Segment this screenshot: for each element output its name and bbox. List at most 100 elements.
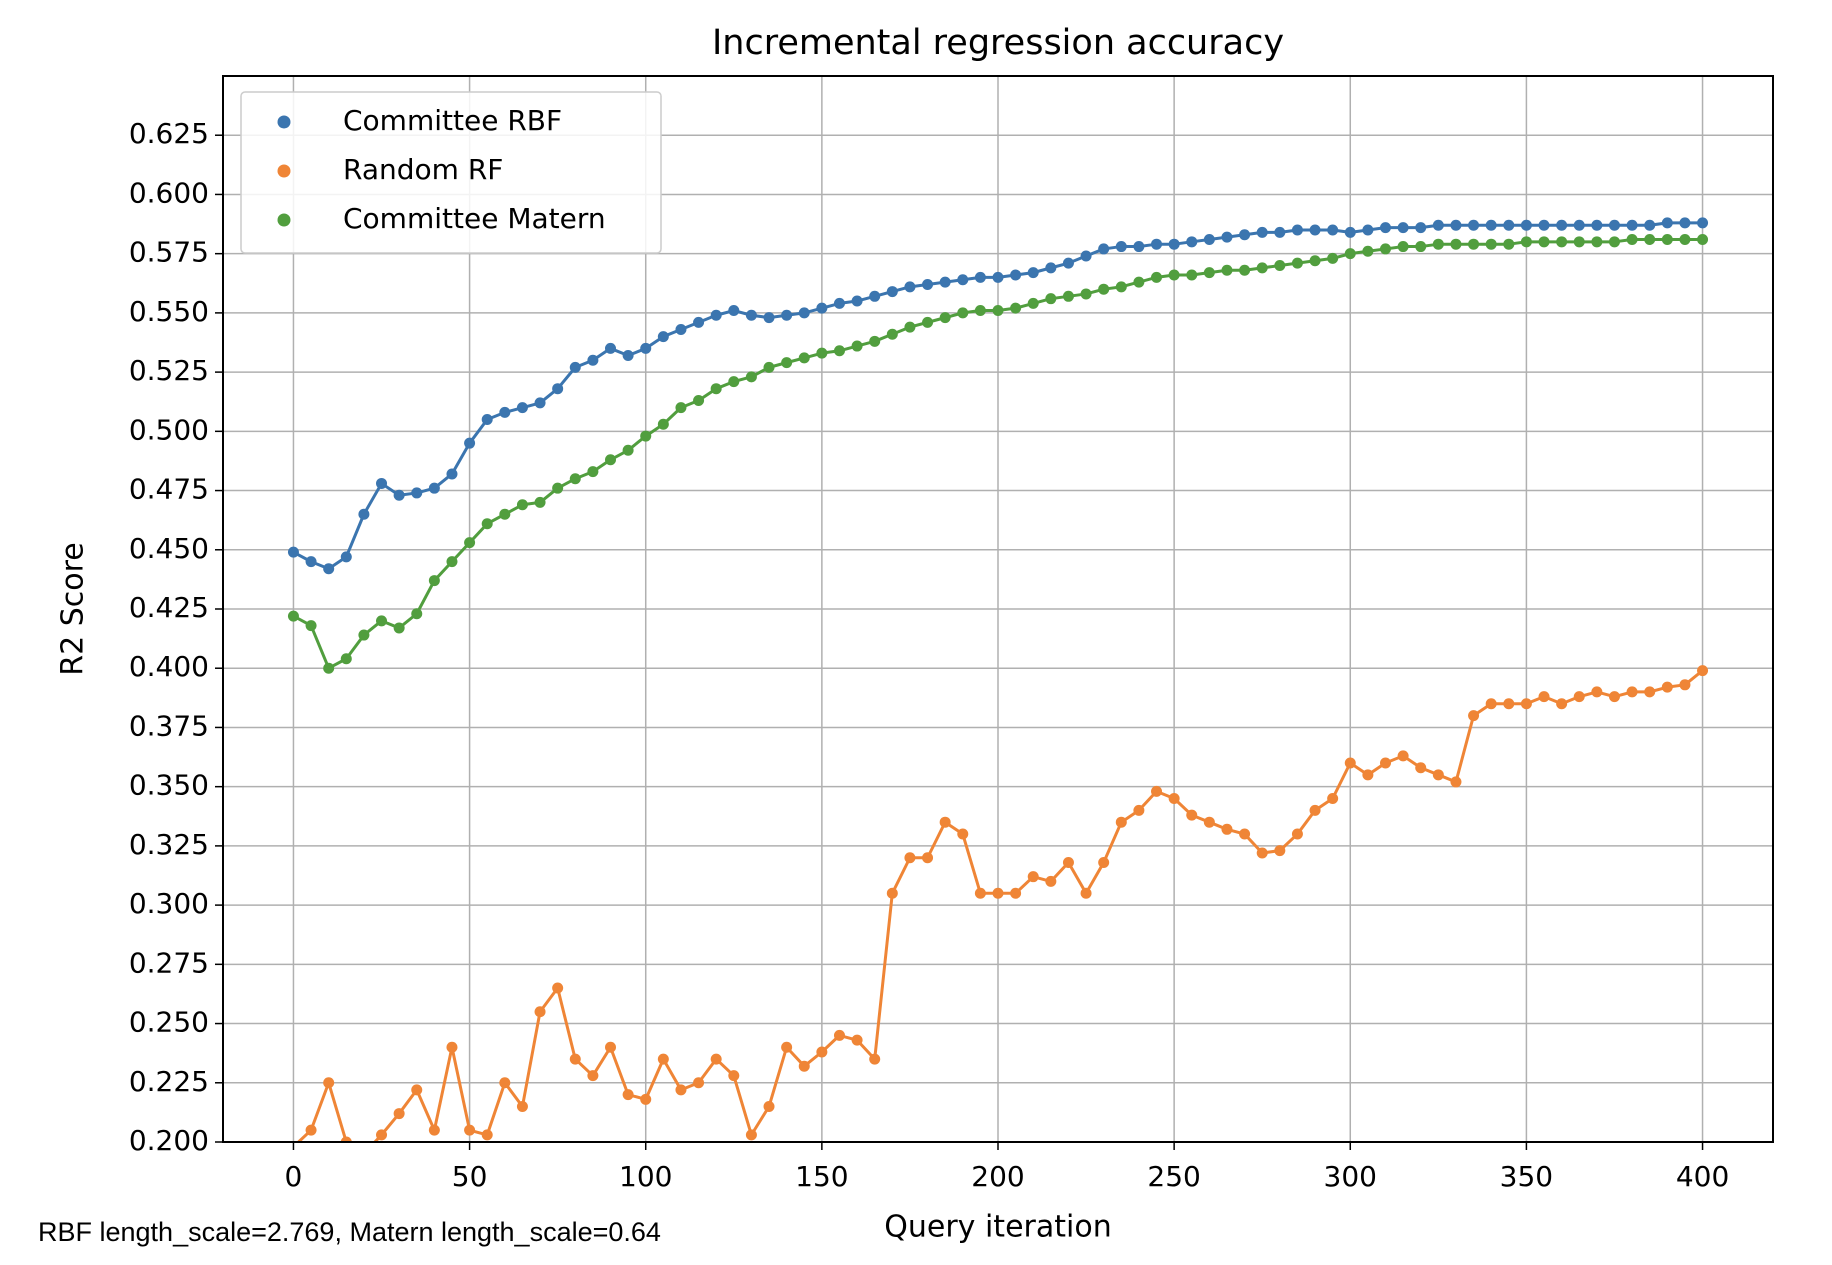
data-point	[1168, 238, 1180, 250]
y-tick-label: 0.600	[129, 176, 209, 209]
data-point	[1591, 686, 1603, 698]
data-point	[904, 281, 916, 293]
data-point	[1256, 262, 1268, 274]
data-point	[710, 1053, 722, 1065]
chart-title: Incremental regression accuracy	[712, 23, 1284, 63]
x-tick-label: 100	[619, 1160, 672, 1193]
data-point	[1203, 816, 1215, 828]
data-point	[1256, 226, 1268, 238]
data-point	[499, 406, 511, 418]
data-point	[728, 1070, 740, 1082]
data-point	[798, 307, 810, 319]
data-point	[411, 487, 423, 499]
data-point	[992, 271, 1004, 283]
data-point	[446, 1041, 458, 1053]
data-point	[1450, 776, 1462, 788]
data-point	[1151, 785, 1163, 797]
plot-area	[287, 217, 1709, 1142]
data-point	[481, 413, 493, 425]
data-point	[499, 1077, 511, 1089]
data-point	[675, 1084, 687, 1096]
data-point	[763, 361, 775, 373]
data-point	[922, 278, 934, 290]
data-point	[992, 305, 1004, 317]
y-tick-label: 0.250	[129, 1006, 209, 1039]
data-point	[657, 1053, 669, 1065]
data-point	[1133, 241, 1145, 253]
data-point	[1151, 271, 1163, 283]
y-tick-label: 0.350	[129, 769, 209, 802]
data-point	[1608, 691, 1620, 703]
x-tick-label: 150	[795, 1160, 848, 1193]
data-point	[1115, 816, 1127, 828]
data-point	[1415, 241, 1427, 253]
data-point	[1221, 264, 1233, 276]
data-point	[763, 1100, 775, 1112]
data-point	[693, 316, 705, 328]
data-point	[1538, 236, 1550, 248]
data-point	[974, 305, 986, 317]
data-point	[833, 1029, 845, 1041]
data-point	[340, 653, 352, 665]
data-point	[552, 383, 564, 395]
data-point	[1468, 219, 1480, 231]
data-point	[745, 309, 757, 321]
data-point	[1626, 686, 1638, 698]
data-point	[781, 309, 793, 321]
data-point	[587, 354, 599, 366]
data-point	[798, 1060, 810, 1072]
data-point	[1697, 665, 1709, 677]
data-point	[1661, 217, 1673, 229]
y-tick-label: 0.475	[129, 473, 209, 506]
data-point	[922, 316, 934, 328]
y-tick-label: 0.625	[129, 117, 209, 150]
data-point	[358, 629, 370, 641]
data-point	[464, 437, 476, 449]
data-point	[1168, 269, 1180, 281]
x-tick-label: 250	[1147, 1160, 1200, 1193]
data-point	[534, 397, 546, 409]
data-point	[1098, 856, 1110, 868]
data-point	[464, 537, 476, 549]
y-tick-label: 0.200	[129, 1124, 209, 1157]
data-point	[499, 508, 511, 520]
data-point	[1362, 769, 1374, 781]
data-point	[622, 444, 634, 456]
data-point	[587, 1070, 599, 1082]
data-point	[1468, 238, 1480, 250]
data-point	[534, 1006, 546, 1018]
data-point	[605, 454, 616, 466]
data-point	[305, 620, 317, 632]
data-point	[393, 1108, 405, 1120]
data-point	[1644, 233, 1656, 245]
data-point	[1380, 243, 1391, 255]
x-tick-label: 50	[452, 1160, 488, 1193]
y-tick-label: 0.500	[129, 413, 209, 446]
axes-frame	[222, 75, 1774, 1143]
y-tick-label: 0.375	[129, 709, 209, 742]
data-point	[376, 477, 388, 489]
data-point	[833, 345, 845, 357]
data-point	[798, 352, 810, 364]
data-point	[376, 615, 388, 627]
data-point	[869, 335, 881, 347]
data-point	[1432, 769, 1444, 781]
data-point	[1327, 252, 1339, 264]
data-point	[516, 1100, 528, 1112]
data-point	[1573, 236, 1585, 248]
data-point	[428, 1124, 440, 1136]
data-point	[1626, 233, 1638, 245]
data-point	[728, 305, 740, 317]
data-point	[1221, 231, 1233, 243]
data-point	[1697, 233, 1709, 245]
data-point	[1538, 219, 1550, 231]
data-point	[393, 489, 405, 501]
data-point	[1362, 224, 1374, 236]
data-point	[1432, 219, 1444, 231]
data-point	[552, 482, 564, 494]
data-point	[1115, 281, 1127, 293]
data-point	[1274, 260, 1286, 272]
data-point	[1520, 219, 1532, 231]
data-point	[1045, 293, 1057, 305]
